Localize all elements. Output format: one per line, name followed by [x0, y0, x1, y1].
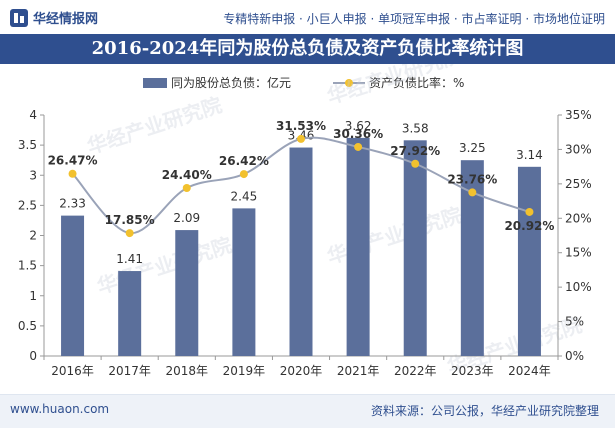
right-axis-tick-label: 20% [565, 211, 592, 225]
watermark-text: 华经产业研究院 [324, 203, 465, 269]
ratio-value-label: 30.36% [333, 127, 383, 141]
bar [460, 160, 484, 356]
ratio-point [239, 170, 248, 179]
footer-bar [0, 394, 615, 428]
left-axis-tick-label: 3.5 [18, 138, 37, 152]
site-logo[interactable]: 华经情报网 [10, 8, 98, 27]
footer-source: 资料来源：公司公报，华经产业研究院整理 [370, 404, 599, 418]
x-axis-tick-label: 2018年 [166, 364, 209, 378]
legend: 同为股份总负债：亿元 资产负债比率：% [143, 75, 464, 90]
legend-bar-label: 同为股份总负债：亿元 [171, 75, 291, 90]
right-axis-tick-label: 15% [565, 246, 592, 260]
ratio-point [525, 207, 534, 216]
left-axis-tick-label: 1 [29, 289, 37, 303]
legend-bar-swatch [143, 78, 167, 88]
ratio-point [68, 169, 77, 178]
right-axis-tick-label: 0% [565, 349, 584, 363]
left-axis-tick-label: 1.5 [18, 259, 37, 273]
logo-text: 华经情报网 [33, 12, 99, 27]
ratio-value-label: 26.47% [48, 154, 98, 168]
left-axis: 0 0.5 1 1.5 2 2.5 3 3.5 4 [18, 108, 45, 363]
legend-line-label: 资产负债比率：% [369, 75, 464, 90]
bar-value-label: 3.14 [516, 148, 543, 162]
bar [61, 215, 85, 356]
ratio-value-label: 27.92% [390, 144, 440, 158]
bar-value-label: 2.33 [59, 197, 86, 211]
x-axis-tick-label: 2023年 [451, 364, 494, 378]
bar [517, 166, 541, 356]
right-axis: 0% 5% 10% 15% 20% 25% 30% 35% [557, 108, 592, 363]
right-axis-tick-label: 25% [565, 177, 592, 191]
bar-value-label: 2.09 [173, 211, 200, 225]
ratio-line [71, 136, 530, 235]
ratio-labels: 26.47% 17.85% 24.40% 26.42% 31.53% 30.36% 27.9… [48, 119, 555, 233]
ratio-value-label: 26.42% [219, 154, 269, 168]
x-axis-tick-label: 2020年 [280, 364, 323, 378]
chart: 同为股份总负债：亿元 资产负债比率：% 华经产业研究院华经产业研究院华经产业研究院… [18, 64, 592, 379]
x-axis-tick-label: 2024年 [508, 364, 551, 378]
bar [346, 137, 370, 356]
watermark-text: 华经产业研究院 [84, 93, 225, 159]
ratio-point [125, 229, 134, 238]
ratio-point [354, 142, 363, 151]
x-axis-tick-label: 2022年 [394, 364, 437, 378]
bar-value-label: 1.41 [116, 252, 143, 266]
footer-website-link[interactable]: www.huaon.com [10, 402, 110, 416]
x-axis-tick-label: 2021年 [337, 364, 380, 378]
right-axis-tick-label: 10% [565, 280, 592, 294]
chart-title: 2016-2024年同为股份总负债及资产负债比率统计图 [91, 38, 524, 59]
ratio-point [182, 183, 191, 192]
top-bar: 华经情报网 专精特新申报 · 小巨人申报 · 单项冠军申报 · 市占率证明 · … [0, 0, 615, 34]
bar [118, 271, 142, 356]
ratio-value-label: 17.85% [105, 213, 155, 227]
bar-labels: 2.331.412.092.453.463.623.583.253.14 [59, 119, 543, 266]
x-axis-tick-label: 2019年 [223, 364, 266, 378]
bar-value-label: 3.58 [402, 121, 429, 135]
bar-value-label: 3.25 [459, 141, 486, 155]
right-axis-tick-label: 5% [565, 315, 584, 329]
ratio-value-label: 23.76% [447, 172, 497, 186]
bar-series [61, 137, 541, 356]
bar [403, 140, 427, 356]
legend-line-marker [345, 79, 353, 87]
ratio-value-label: 20.92% [504, 219, 554, 233]
ratio-line-series [68, 134, 534, 238]
right-axis-tick-label: 35% [565, 108, 592, 122]
right-axis-tick-label: 30% [565, 142, 592, 156]
left-axis-tick-label: 3 [29, 168, 37, 182]
left-axis-tick-label: 0 [29, 349, 37, 363]
logo-icon [10, 8, 28, 27]
ratio-point [297, 134, 305, 143]
x-axis-tick-label: 2016年 [51, 364, 94, 378]
bar [232, 208, 256, 356]
watermark-text: 华经产业研究院 [94, 233, 235, 299]
left-axis-tick-label: 0.5 [18, 319, 37, 333]
bar-value-label: 3.62 [345, 119, 372, 133]
left-axis-tick-label: 2 [29, 229, 37, 243]
bar-value-label: 2.45 [231, 189, 258, 203]
title-bar [0, 34, 615, 64]
x-axis-tick-label: 2017年 [108, 364, 151, 378]
ratio-value-label: 24.40% [162, 168, 212, 182]
ratio-point [411, 159, 420, 168]
bar [289, 147, 313, 356]
left-axis-tick-label: 2.5 [18, 198, 37, 212]
services-banner: 专精特新申报 · 小巨人申报 · 单项冠军申报 · 市占率证明 · 市场地位证明 [223, 12, 605, 26]
bar [175, 230, 199, 356]
left-axis-tick-label: 4 [29, 108, 37, 122]
ratio-point [468, 188, 477, 197]
ratio-value-label: 31.53% [276, 119, 326, 133]
